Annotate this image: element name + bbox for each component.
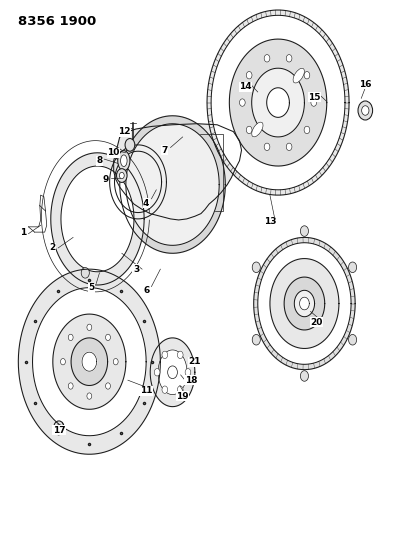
Circle shape	[348, 334, 356, 345]
Circle shape	[68, 334, 73, 341]
Text: 1: 1	[20, 228, 26, 237]
Circle shape	[68, 383, 73, 389]
Circle shape	[361, 106, 368, 115]
Text: 7: 7	[161, 146, 167, 155]
Text: 17: 17	[52, 426, 65, 435]
Circle shape	[54, 421, 64, 435]
Text: 16: 16	[358, 79, 371, 88]
Text: 11: 11	[139, 386, 152, 395]
Polygon shape	[266, 88, 289, 117]
Ellipse shape	[251, 122, 263, 137]
Polygon shape	[257, 243, 350, 365]
Circle shape	[246, 71, 252, 79]
Text: 15: 15	[308, 93, 320, 102]
Polygon shape	[294, 290, 314, 317]
Circle shape	[105, 383, 110, 389]
Circle shape	[263, 143, 269, 150]
Circle shape	[357, 101, 372, 120]
Polygon shape	[269, 259, 338, 349]
Circle shape	[61, 359, 65, 365]
Circle shape	[162, 386, 167, 393]
Polygon shape	[114, 151, 161, 213]
Polygon shape	[283, 277, 324, 330]
Text: 14: 14	[239, 82, 251, 91]
Circle shape	[285, 54, 291, 62]
Circle shape	[87, 393, 92, 399]
Text: 4: 4	[143, 198, 149, 207]
Circle shape	[303, 71, 309, 79]
Polygon shape	[71, 338, 107, 385]
Circle shape	[87, 324, 92, 330]
Polygon shape	[157, 350, 187, 394]
Polygon shape	[207, 10, 348, 195]
Text: 9: 9	[102, 175, 108, 184]
Ellipse shape	[292, 68, 303, 83]
Circle shape	[252, 262, 260, 272]
Circle shape	[125, 139, 135, 151]
Circle shape	[303, 126, 309, 134]
Circle shape	[252, 334, 260, 345]
Circle shape	[105, 334, 110, 341]
Circle shape	[300, 370, 308, 381]
Polygon shape	[51, 153, 144, 285]
Polygon shape	[18, 269, 160, 454]
Text: 19: 19	[176, 392, 189, 401]
Circle shape	[167, 366, 177, 378]
Circle shape	[177, 351, 183, 359]
Text: 3: 3	[133, 265, 139, 273]
Circle shape	[285, 143, 291, 150]
Polygon shape	[150, 338, 194, 407]
Polygon shape	[253, 237, 354, 369]
Circle shape	[184, 368, 190, 376]
Polygon shape	[126, 124, 219, 245]
Ellipse shape	[120, 155, 127, 166]
Text: 13: 13	[263, 217, 276, 226]
Text: 2: 2	[49, 244, 56, 253]
Circle shape	[81, 268, 89, 278]
Circle shape	[119, 172, 124, 179]
Polygon shape	[109, 145, 166, 219]
Text: 8356 1900: 8356 1900	[18, 15, 97, 28]
Text: 12: 12	[117, 127, 130, 136]
Circle shape	[56, 425, 61, 431]
Polygon shape	[229, 39, 326, 166]
Circle shape	[246, 126, 252, 134]
Ellipse shape	[117, 151, 130, 171]
Text: 8: 8	[96, 156, 102, 165]
Circle shape	[239, 99, 245, 106]
Text: 18: 18	[184, 376, 197, 385]
Text: 10: 10	[107, 148, 119, 157]
Text: 20: 20	[310, 318, 322, 327]
Polygon shape	[32, 288, 146, 435]
Text: 21: 21	[188, 357, 200, 366]
Polygon shape	[119, 116, 225, 253]
Circle shape	[300, 226, 308, 236]
Polygon shape	[113, 124, 241, 220]
Polygon shape	[211, 15, 344, 190]
Circle shape	[310, 99, 316, 106]
Circle shape	[263, 54, 269, 62]
Text: 6: 6	[143, 286, 149, 295]
Circle shape	[177, 386, 183, 393]
Circle shape	[116, 168, 127, 182]
Text: 5: 5	[88, 283, 94, 292]
Polygon shape	[82, 352, 97, 371]
Circle shape	[113, 359, 118, 365]
Circle shape	[154, 368, 160, 376]
Circle shape	[162, 351, 167, 359]
Circle shape	[348, 262, 356, 272]
Polygon shape	[251, 68, 304, 137]
Polygon shape	[299, 297, 308, 310]
Polygon shape	[61, 166, 134, 272]
Polygon shape	[53, 314, 126, 409]
